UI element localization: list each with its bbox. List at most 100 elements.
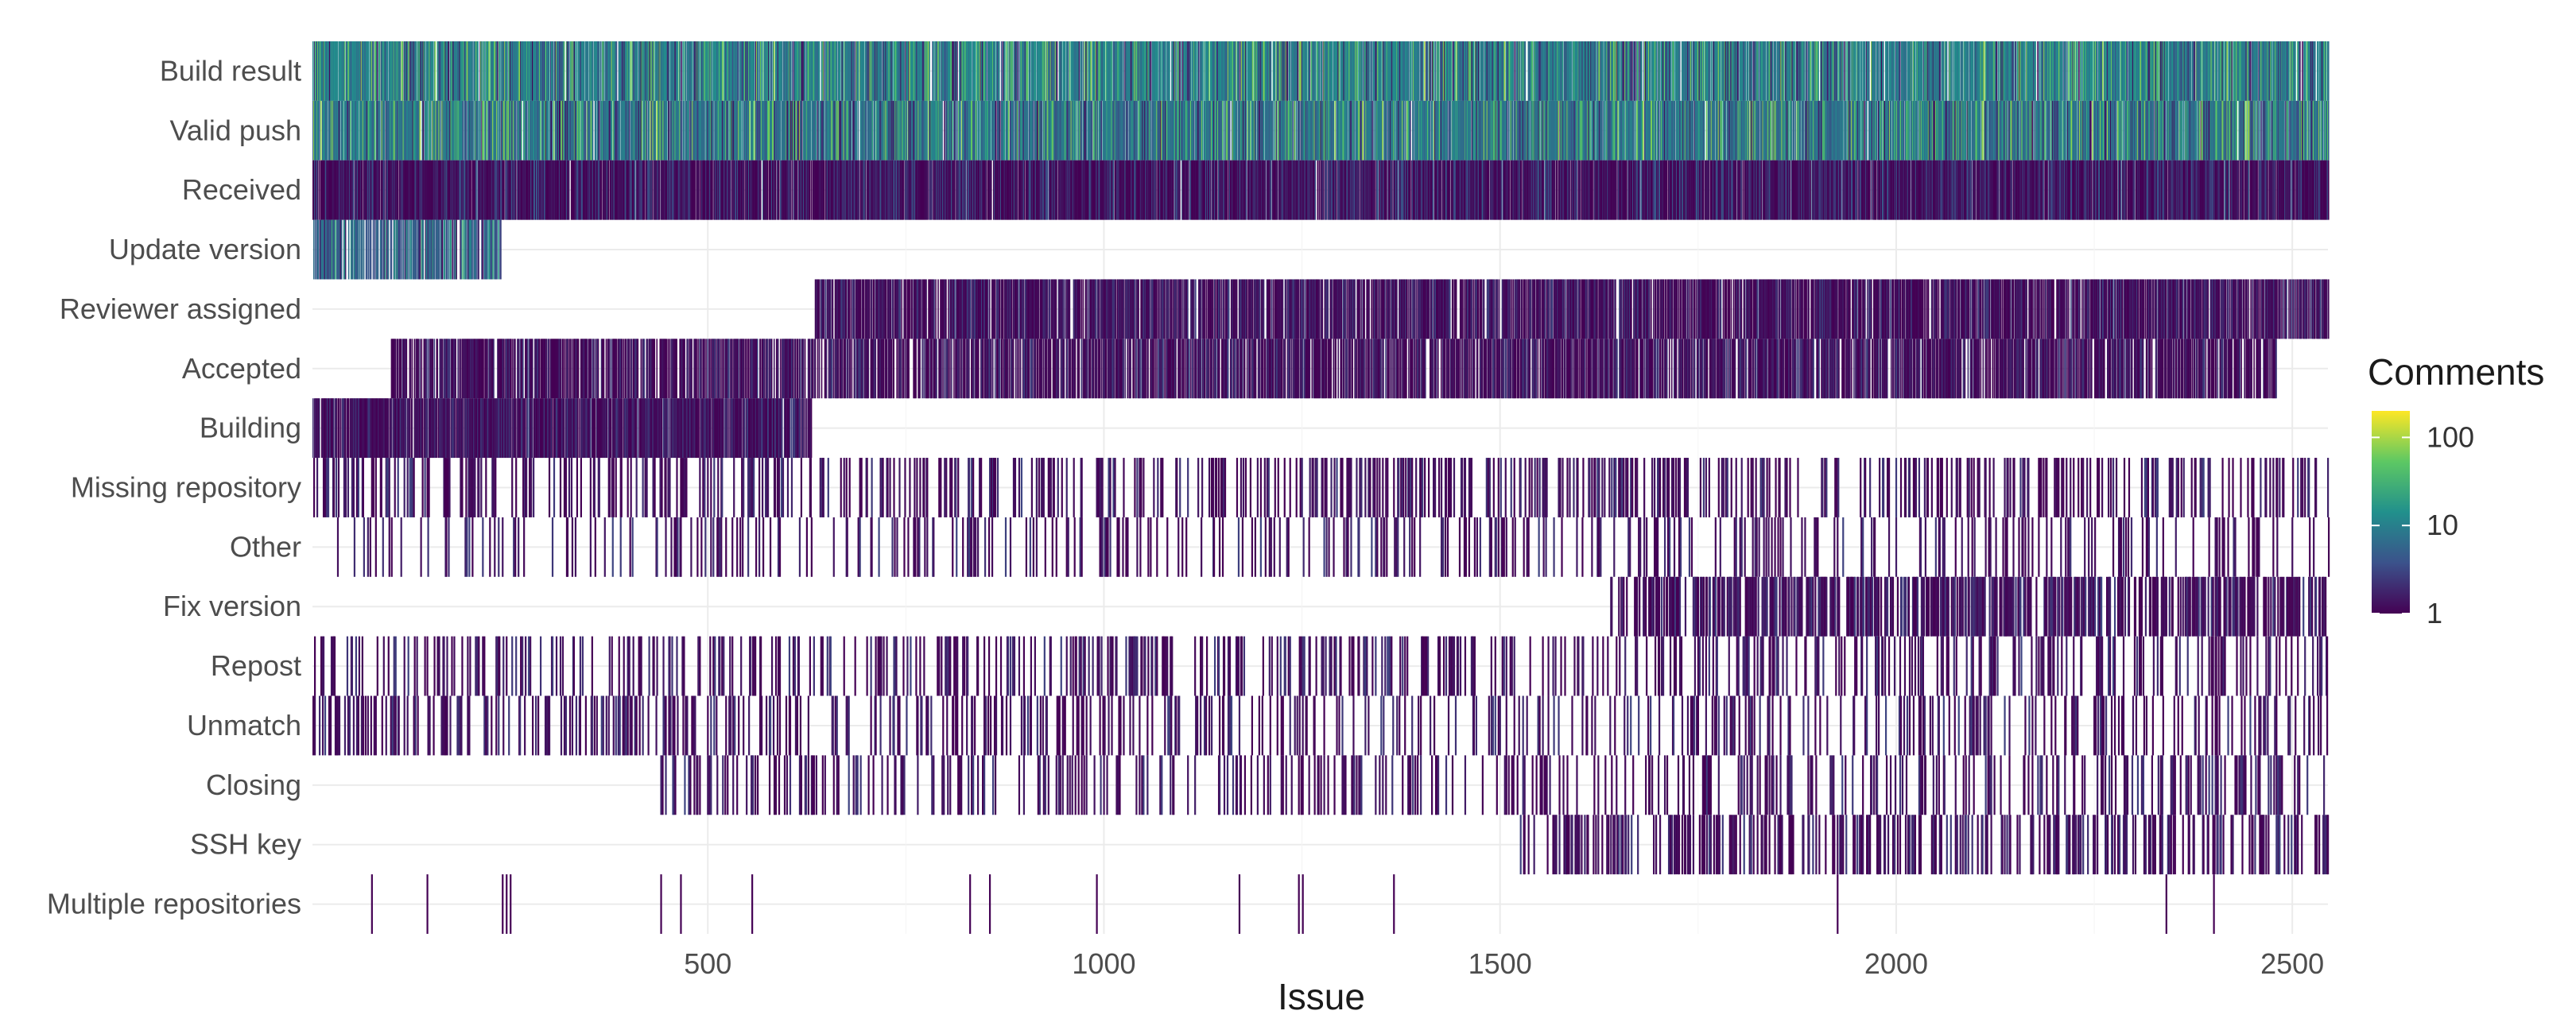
heat-cell — [1864, 41, 1866, 101]
heat-cell — [317, 100, 320, 161]
heat-cell — [830, 41, 832, 101]
heat-cell — [584, 100, 586, 161]
heat-cell — [2299, 41, 2300, 101]
heat-cell — [391, 41, 394, 101]
heat-cell — [1453, 41, 1456, 101]
heat-cell — [1128, 41, 1130, 101]
heat-cell — [1655, 41, 1656, 101]
heat-cell — [1054, 41, 1057, 101]
heat-cell — [415, 100, 417, 161]
heat-cell — [1245, 100, 1247, 161]
heat-cell — [1965, 41, 1967, 101]
heat-cell — [1787, 41, 1789, 101]
heat-cell — [1010, 41, 1012, 101]
heat-cell — [660, 41, 662, 101]
heat-cell — [1219, 41, 1221, 101]
heat-cell — [1410, 100, 1411, 161]
heat-cell — [2273, 41, 2275, 101]
heat-cell — [2054, 41, 2056, 101]
heat-cell — [2124, 41, 2127, 101]
heat-cell — [471, 41, 472, 101]
heat-cell — [398, 100, 401, 161]
heat-cell — [2160, 41, 2163, 101]
heat-cell — [2187, 41, 2190, 101]
heat-cell — [2110, 41, 2112, 101]
heat-cell — [730, 100, 731, 161]
heat-cell — [960, 100, 961, 161]
heat-cell — [1359, 41, 1360, 101]
heat-cell — [1721, 41, 1723, 101]
heat-cell — [1447, 41, 1449, 101]
heat-cell — [1427, 41, 1429, 101]
heat-cell — [836, 41, 838, 101]
heat-cell — [996, 41, 999, 101]
heat-cell — [1957, 41, 1960, 101]
heat-cell — [1806, 41, 1807, 101]
heat-cell — [1043, 41, 1046, 101]
heat-cell — [735, 41, 737, 101]
heat-cell — [1224, 41, 1226, 101]
heat-cell — [749, 41, 751, 101]
heat-cell — [515, 160, 517, 220]
heat-cell — [328, 41, 331, 101]
heat-cell — [1391, 41, 1393, 101]
heat-cell — [1235, 41, 1237, 101]
heat-cell — [2214, 41, 2217, 101]
heat-cell — [2092, 41, 2093, 101]
heat-cell — [371, 41, 374, 101]
heat-cell — [1082, 41, 1084, 101]
heat-cell — [2019, 41, 2021, 101]
heat-cell — [369, 41, 371, 101]
heat-cell — [788, 41, 790, 101]
heat-cell — [2283, 41, 2285, 101]
heat-cell — [2216, 41, 2218, 101]
heat-cell — [1334, 41, 1336, 101]
heat-cell — [709, 41, 711, 101]
heat-cell — [2259, 100, 2260, 161]
heat-cell — [787, 41, 789, 101]
heat-cell — [1508, 41, 1511, 101]
heat-cell — [1942, 41, 1944, 101]
heat-cell — [1604, 41, 1605, 101]
heat-cell — [2061, 100, 2062, 161]
heat-cell — [702, 100, 704, 161]
heat-cell — [382, 100, 384, 161]
heat-cell — [1186, 41, 1188, 101]
heat-cell — [573, 41, 576, 101]
heat-cell — [1053, 41, 1055, 101]
heat-cell — [610, 100, 612, 161]
heat-cell — [1387, 41, 1388, 101]
heat-cell — [1528, 100, 1530, 161]
heat-cell — [536, 100, 537, 161]
heat-cell — [1972, 41, 1974, 101]
heat-cell — [470, 41, 471, 101]
heat-cell — [2221, 41, 2224, 101]
heat-cell — [438, 41, 440, 101]
heat-cell — [1360, 41, 1361, 101]
heat-cell — [1139, 41, 1141, 101]
heat-cell — [778, 41, 780, 101]
heat-cell — [2291, 41, 2293, 101]
heat-cell — [393, 41, 395, 101]
heat-cell — [653, 41, 655, 101]
heat-cell — [1828, 41, 1829, 101]
heat-cell — [474, 100, 475, 161]
heat-cell — [907, 41, 909, 101]
heat-cell — [368, 100, 370, 161]
heat-cell — [329, 41, 332, 101]
heat-cell — [844, 41, 846, 101]
heat-cell — [1863, 41, 1864, 101]
heat-cell — [534, 41, 536, 101]
heat-cell — [626, 100, 628, 161]
heat-cell — [421, 100, 424, 161]
heat-cell — [2011, 41, 2013, 101]
heat-cell — [1511, 41, 1513, 101]
heat-cell — [1410, 41, 1412, 101]
heat-cell — [780, 41, 782, 101]
heat-cell — [1825, 41, 1827, 101]
heat-cell — [503, 41, 505, 101]
heat-cell — [1613, 41, 1615, 101]
heat-cell — [714, 100, 716, 161]
heat-cell — [1100, 100, 1103, 161]
heat-cell — [2260, 41, 2261, 101]
